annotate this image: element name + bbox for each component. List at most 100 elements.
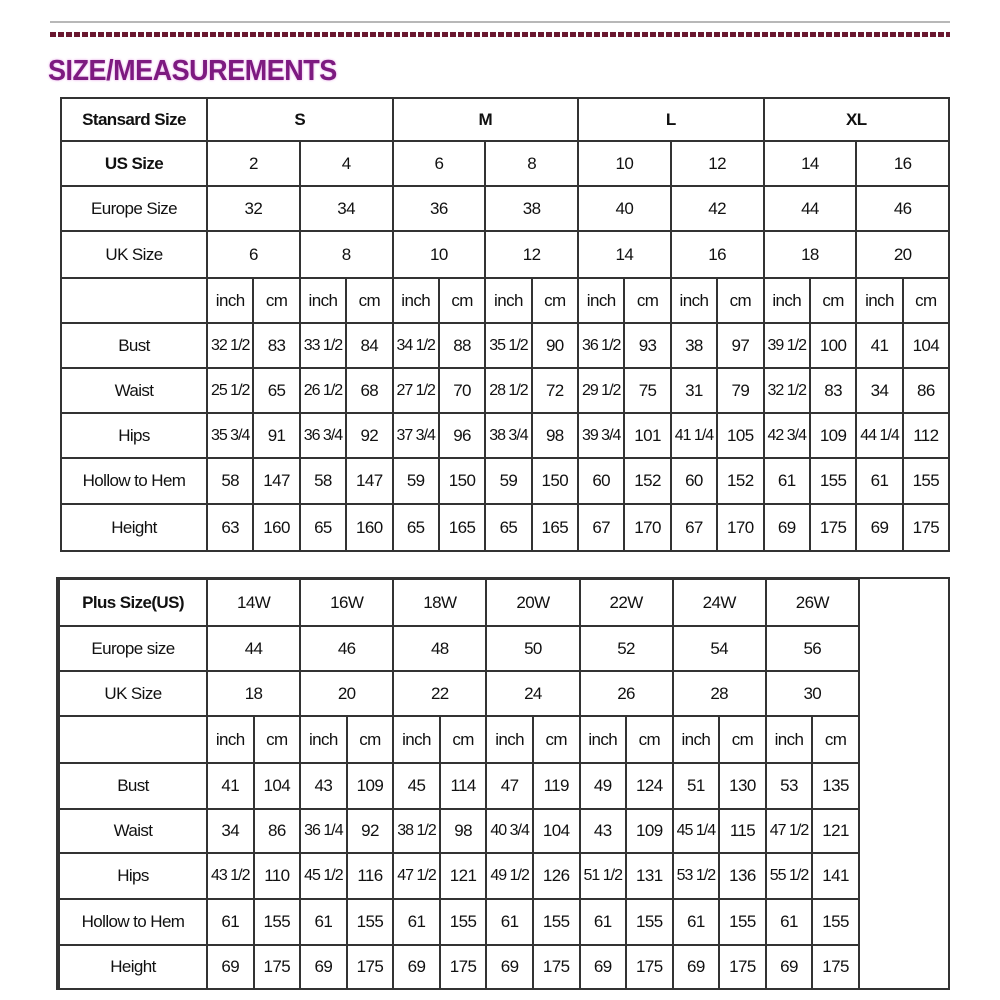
measurement-value: 109 [625, 808, 674, 854]
measurement-value: 63 [205, 503, 255, 552]
measurement-value: 121 [438, 852, 488, 900]
unit-header: cm [252, 277, 301, 324]
header-row: Stansard Size S M L XL [60, 97, 951, 142]
measurement-value: 28 1/2 [484, 367, 533, 414]
size-value: 16W [299, 578, 395, 627]
measurement-row: Hollow to Hem 61 155 61 155 61 155 61 155 61 155 61… [58, 898, 860, 946]
standard-size-table: Stansard Size S M L XL US Size 2 4 6 8 10 12 14 16 Eur… [60, 97, 951, 552]
measurement-value: 58 [205, 457, 255, 505]
size-value: 52 [578, 625, 674, 672]
header-row: Plus Size(US) 14W 16W 18W 20W 22W 24W 26W [58, 578, 860, 627]
unit-header: inch [392, 715, 441, 764]
size-value: 16 [669, 230, 765, 279]
size-value: 34 [298, 185, 394, 232]
measurement-value: 147 [252, 457, 301, 505]
measurement-value: 86 [901, 367, 951, 414]
dotted-rule [50, 32, 950, 37]
measurement-value: 155 [808, 457, 858, 505]
measurement-value: 155 [531, 898, 581, 946]
measurement-value: 43 [578, 808, 628, 854]
measurement-value: 109 [345, 762, 395, 810]
size-value: 32 [206, 185, 301, 232]
size-row: UK Size 18 20 22 24 26 28 30 [58, 670, 860, 717]
measurement-value: 27 1/2 [391, 367, 440, 414]
size-value: 46 [299, 625, 395, 672]
size-value: 26W [764, 578, 860, 627]
measurement-value: 61 [392, 898, 441, 946]
row-label: Height [58, 944, 208, 990]
measurement-value: 88 [437, 322, 487, 369]
row-label: Height [60, 503, 208, 552]
row-label: Hips [58, 852, 208, 900]
measurement-value: 35 3/4 [205, 412, 255, 459]
measurement-value: 175 [625, 944, 674, 990]
row-label: Hips [60, 412, 208, 459]
measurement-value: 59 [484, 457, 533, 505]
measurement-value: 130 [718, 762, 767, 810]
size-row: UK Size 6 8 10 12 14 16 18 20 [60, 230, 951, 279]
size-value: 16 [855, 140, 951, 187]
size-value: 38 [484, 185, 579, 232]
measurement-row: Height 63 160 65 160 65 165 65 165 67 170 67 170 69 17… [60, 503, 951, 552]
measurement-value: 104 [531, 808, 581, 854]
unit-header: cm [345, 277, 394, 324]
measurement-value: 84 [345, 322, 394, 369]
measurement-row: Waist 34 86 36 1/4 92 38 1/2 98 40 3/4 104 43 109 4… [58, 808, 860, 854]
measurement-value: 92 [345, 412, 394, 459]
measurement-value: 86 [252, 808, 302, 854]
measurement-value: 131 [625, 852, 674, 900]
measurement-value: 34 [855, 367, 904, 414]
measurement-value: 61 [762, 457, 811, 505]
measurement-value: 97 [716, 322, 765, 369]
measurement-value: 170 [716, 503, 765, 552]
measurement-value: 104 [901, 322, 951, 369]
row-label: US Size [60, 140, 208, 187]
empty-cell [58, 715, 208, 764]
measurement-value: 61 [855, 457, 904, 505]
size-group-header: S [206, 97, 394, 142]
unit-header: cm [530, 277, 580, 324]
size-value: 10 [577, 140, 672, 187]
measurement-value: 93 [623, 322, 672, 369]
measurement-value: 69 [299, 944, 348, 990]
size-value: 24W [671, 578, 767, 627]
measurement-value: 152 [623, 457, 672, 505]
measurement-value: 58 [298, 457, 348, 505]
size-value: 44 [762, 185, 858, 232]
unit-header: cm [901, 277, 951, 324]
measurement-value: 60 [669, 457, 719, 505]
measurement-value: 175 [438, 944, 488, 990]
measurement-value: 105 [716, 412, 765, 459]
measurement-value: 45 1/4 [671, 808, 721, 854]
measurement-value: 124 [625, 762, 674, 810]
measurement-value: 60 [576, 457, 626, 505]
measurement-value: 175 [901, 503, 951, 552]
empty-cell [60, 277, 208, 324]
measurement-value: 49 [578, 762, 628, 810]
row-label: Hollow to Hem [58, 898, 208, 946]
size-value: 2 [206, 140, 301, 187]
size-value: 28 [671, 670, 767, 717]
size-value: 50 [485, 625, 581, 672]
size-value: 14 [762, 140, 858, 187]
size-value: 8 [484, 140, 579, 187]
measurement-value: 36 1/2 [576, 322, 626, 369]
measurement-value: 51 1/2 [578, 852, 628, 900]
unit-header: inch [578, 715, 628, 764]
measurement-value: 155 [718, 898, 767, 946]
measurement-value: 115 [718, 808, 767, 854]
measurement-value: 175 [808, 503, 858, 552]
size-value: 12 [484, 230, 579, 279]
unit-header: inch [484, 277, 533, 324]
unit-header: cm [345, 715, 395, 764]
measurement-value: 35 1/2 [484, 322, 533, 369]
measurement-value: 34 1/2 [391, 322, 440, 369]
measurement-value: 155 [438, 898, 488, 946]
measurement-value: 79 [716, 367, 765, 414]
measurement-value: 160 [345, 503, 394, 552]
unit-header: inch [576, 277, 626, 324]
measurement-value: 44 1/4 [855, 412, 904, 459]
size-value: 26 [578, 670, 674, 717]
measurement-value: 38 [669, 322, 719, 369]
measurement-value: 31 [669, 367, 719, 414]
